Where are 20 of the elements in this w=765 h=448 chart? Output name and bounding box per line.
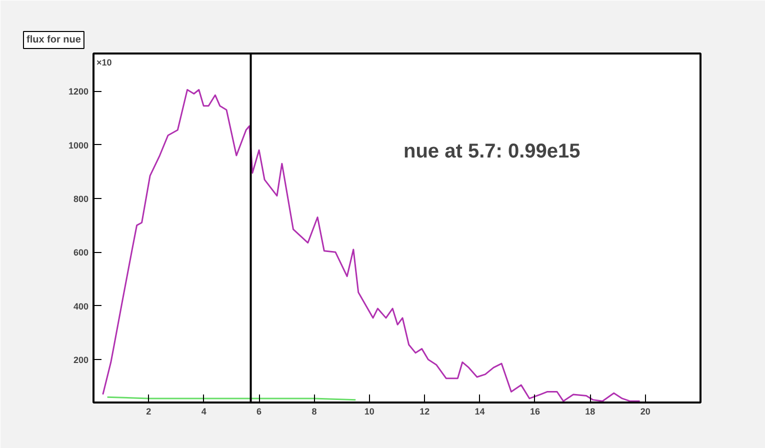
x-tick-label: 18 [585, 406, 596, 416]
x-tick-label: 10 [364, 406, 374, 416]
x-tick-label: 6 [256, 406, 262, 416]
y-tick-label: 400 [73, 301, 89, 312]
annotation: nue at 5.7: 0.99e15 [404, 140, 580, 162]
x-tick-label: 14 [474, 406, 485, 416]
x-tick-label: 2 [146, 406, 152, 416]
x-tick-label: 12 [420, 406, 430, 416]
x-tick-label: 16 [530, 406, 540, 416]
x-tick-label: 20 [640, 406, 650, 416]
y-tick-label: 800 [73, 194, 89, 204]
annotation: ×10 [96, 58, 112, 68]
chart-title: flux for nue [26, 34, 82, 46]
y-tick-label: 600 [73, 248, 89, 258]
y-tick-label: 1200 [68, 86, 89, 97]
line-series [102, 88, 641, 402]
x-tick-label: 4 [201, 406, 206, 416]
y-tick-label: 1000 [68, 140, 89, 150]
y-tick-label: 200 [73, 355, 89, 366]
x-tick-label: 8 [312, 406, 317, 416]
